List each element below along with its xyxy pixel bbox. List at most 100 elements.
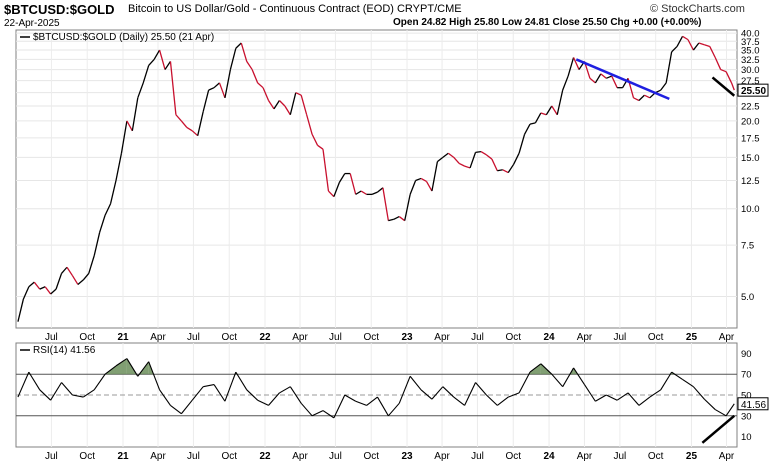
legend-label: RSI(14) 41.56 [33,345,96,356]
price-segment [671,46,678,53]
rsi-segment [257,399,269,406]
y-tick-label: 27.5 [741,76,760,87]
stockcharts-logo-icon[interactable]: © StockCharts.com [650,3,745,15]
y-tick-label: 70 [741,370,752,381]
price-segment [317,144,324,150]
price-segment [453,156,460,164]
price-segment [388,218,394,222]
price-segment [17,298,25,322]
rsi-segment [170,404,182,415]
price-segment [180,120,188,128]
price-segment [246,61,253,70]
price-segment [567,57,575,77]
y-tick-label: 90 [741,349,752,360]
price-segment [158,49,166,70]
price-segment [77,279,84,285]
y-tick-label: 5.0 [741,292,754,303]
x-tick-label: Apr [719,332,735,343]
price-segment [660,82,667,91]
rsi-segment [93,373,106,391]
x-tick-label: Apr [577,332,593,343]
y-tick-label: 37.5 [741,37,760,48]
y-tick-label: 40.0 [741,29,760,40]
rsi-segment [148,361,161,390]
y-tick-label: 30.0 [741,65,760,76]
x-tick-label: Oct [363,451,379,462]
rsi-segment [703,398,716,410]
price-segment [99,215,106,233]
price-segment [322,149,330,192]
price-segment [66,266,73,276]
rsi-segment [376,396,389,417]
price-segment [436,156,444,163]
rsi-panel: 90 70 50 30 10 Jul Oct 21 Apr Jul Oct 22 Apr Jul Oct 23… [15,342,769,462]
price-segment [611,75,618,88]
price-segment [523,123,531,135]
rsi-segment [725,403,735,417]
price-segment [88,255,95,274]
x-tick-label: Jul [45,451,58,462]
x-tick-label: Jul [471,451,484,462]
rsi-segment [268,392,280,406]
price-segment [382,187,390,221]
price-segment [475,150,482,154]
x-tick-label: Apr [719,451,735,462]
price-segment [556,90,564,115]
x-tick-label: 21 [117,332,129,343]
x-tick-label: Apr [150,451,166,462]
price-segment [720,68,727,73]
x-tick-label: Apr [292,451,308,462]
price-segment [594,73,602,84]
rsi-segment [496,396,509,406]
legend-label: $BTCUSD:$GOLD (Daily) 25.50 (21 Apr) [33,32,214,43]
x-tick-label: Oct [79,332,95,343]
price-segment [208,87,215,91]
price-segment [333,182,340,197]
rsi-segment [126,358,139,377]
rsi-segment [606,394,618,401]
rsi-segment [431,386,444,400]
x-tick-label: Apr [577,451,593,462]
x-tick-label: 22 [259,332,271,343]
rsi-segment [486,394,498,406]
price-segment [638,94,645,101]
price-segment [709,46,716,58]
price-segment [115,153,123,181]
price-segment [420,177,427,183]
rsi-segment [39,389,52,401]
price-segment [240,42,248,62]
price-segment [44,286,52,295]
rsi-segment [551,373,564,388]
y-tick-label: 20.0 [741,116,760,127]
price-segment [262,87,270,101]
rsi-segment [671,371,683,380]
price-segment [306,114,313,135]
price-segment [529,122,536,125]
price-segment [251,69,259,84]
rsi-segment [191,386,204,401]
price-segment [186,126,193,132]
price-segment [224,69,232,98]
price-segment [338,173,346,183]
x-tick-label: 24 [544,332,556,343]
price-segment [480,151,487,156]
x-tick-label: Apr [292,332,308,343]
resistance-trendline [575,58,670,101]
y-tick-label: 35.0 [741,46,760,57]
x-tick-label: 23 [401,451,413,462]
rsi-segment [398,376,411,404]
price-segment [148,58,155,66]
x-tick-label: Oct [505,451,521,462]
rsi-segment [104,365,117,375]
y-tick-label: 12.5 [741,176,760,187]
y-tick-label: 32.5 [741,55,760,66]
rsi-segment [137,361,150,377]
x-tick-label: Oct [221,332,237,343]
rsi-segment [289,386,302,404]
rsi-segment [540,363,553,375]
price-segment [464,165,471,169]
rsi-segment [573,367,585,385]
rsi-segment [562,367,575,387]
rsi-segment [464,382,477,406]
rsi-segment [660,371,673,391]
